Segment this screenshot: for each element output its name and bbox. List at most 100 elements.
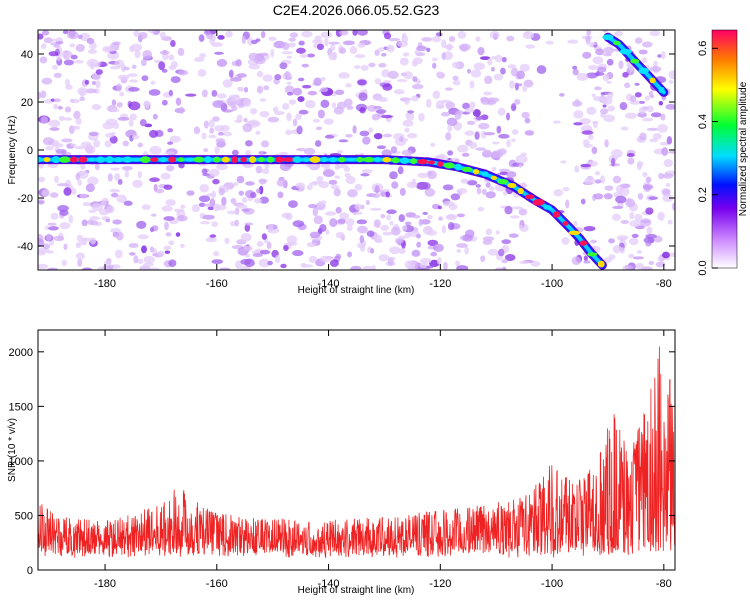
noise-blob	[663, 159, 673, 168]
noise-blob	[258, 258, 271, 268]
noise-blob	[456, 265, 469, 270]
signal-hotspot	[417, 158, 428, 165]
noise-blob	[665, 182, 671, 188]
noise-blob	[403, 71, 414, 80]
noise-blob	[214, 145, 220, 155]
noise-blob	[491, 166, 497, 172]
noise-blob	[404, 232, 411, 239]
noise-blob	[270, 48, 275, 58]
noise-blob	[607, 92, 614, 99]
noise-blob	[87, 49, 98, 54]
noise-blob	[212, 100, 225, 108]
spectrogram-y-tick-label: 0	[27, 145, 33, 157]
noise-blob	[390, 256, 396, 261]
noise-blob	[301, 63, 309, 68]
noise-blob	[320, 200, 327, 205]
noise-blob	[123, 200, 133, 206]
noise-blob	[536, 65, 547, 75]
noise-blob	[320, 31, 333, 39]
noise-blob	[339, 30, 349, 36]
noise-blob	[111, 99, 117, 106]
noise-blob	[635, 262, 644, 270]
noise-blob	[624, 112, 637, 119]
noise-blob	[180, 204, 186, 209]
noise-blob	[509, 80, 516, 89]
noise-blob	[300, 53, 309, 58]
noise-blob	[74, 145, 87, 150]
signal-hotspot	[356, 156, 364, 163]
noise-blob	[262, 74, 273, 82]
noise-blob	[581, 130, 594, 135]
noise-blob	[402, 119, 414, 127]
noise-blob	[46, 233, 52, 242]
signal-hotspot	[122, 156, 133, 163]
signal-hotspot	[150, 157, 159, 162]
noise-blob	[480, 255, 486, 262]
noise-blob	[515, 154, 528, 164]
noise-blob	[383, 188, 390, 192]
noise-blob	[238, 190, 244, 196]
noise-blob	[671, 202, 675, 211]
noise-blob	[373, 234, 383, 243]
noise-blob	[573, 110, 584, 119]
noise-blob	[167, 141, 174, 145]
noise-blob	[418, 112, 425, 122]
noise-blob	[164, 151, 175, 155]
signal-hotspot	[437, 161, 444, 167]
noise-blob	[399, 135, 404, 143]
noise-blob	[667, 219, 673, 225]
noise-blob	[576, 72, 589, 81]
noise-blob	[411, 249, 421, 257]
noise-blob	[597, 66, 607, 73]
noise-blob	[445, 132, 452, 141]
signal-hotspot	[568, 230, 581, 235]
signal-hotspot	[302, 157, 311, 163]
noise-blob	[84, 88, 97, 94]
noise-blob	[456, 213, 465, 218]
signal-hotspot	[638, 67, 649, 74]
noise-blob	[39, 56, 48, 64]
noise-blob	[592, 56, 604, 65]
noise-blob	[328, 41, 341, 45]
signal-hotspot	[282, 157, 294, 162]
noise-blob	[337, 164, 349, 169]
noise-blob	[201, 168, 208, 175]
signal-hotspot	[185, 157, 195, 162]
noise-blob	[606, 58, 614, 66]
noise-blob	[452, 79, 461, 86]
noise-blob	[585, 42, 597, 46]
noise-blob	[54, 175, 59, 184]
noise-blob	[259, 110, 270, 118]
noise-blob	[431, 57, 438, 62]
signal-hotspot	[427, 160, 436, 165]
noise-blob	[641, 117, 654, 122]
noise-blob	[440, 111, 451, 117]
noise-blob	[645, 242, 652, 247]
noise-blob	[610, 157, 616, 167]
noise-blob	[352, 30, 358, 36]
noise-blob	[518, 224, 524, 230]
noise-blob	[53, 44, 60, 48]
noise-blob	[357, 30, 368, 36]
noise-blob	[38, 250, 47, 256]
noise-blob	[435, 71, 444, 77]
noise-blob	[626, 153, 635, 158]
noise-blob	[628, 65, 634, 72]
noise-blob	[193, 56, 205, 62]
noise-blob	[292, 118, 298, 127]
noise-blob	[494, 54, 503, 63]
noise-blob	[79, 96, 85, 102]
noise-blob	[658, 172, 664, 180]
noise-blob	[374, 78, 382, 85]
noise-blob	[606, 80, 612, 84]
noise-blob	[523, 79, 534, 88]
noise-blob	[368, 62, 376, 68]
noise-blob	[168, 240, 175, 246]
noise-blob	[211, 90, 218, 97]
noise-blob	[391, 226, 401, 236]
noise-blob	[588, 64, 598, 71]
noise-blob	[275, 254, 281, 264]
noise-blob	[495, 230, 500, 235]
noise-blob	[399, 57, 409, 66]
snr-x-tick-label: -100	[541, 578, 563, 590]
